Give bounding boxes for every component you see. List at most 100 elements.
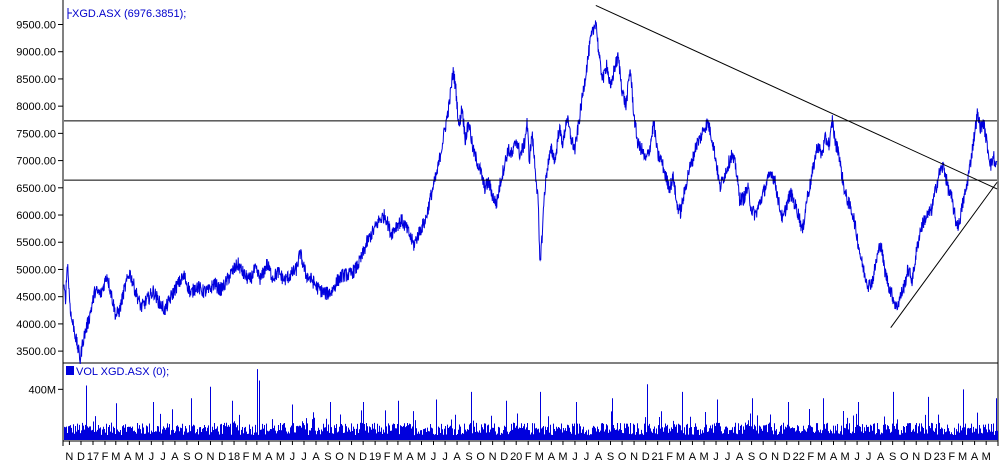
x-tick-label: A	[406, 451, 414, 463]
trend-line	[595, 4, 998, 190]
x-tick-label: M	[393, 451, 402, 463]
x-tick-label: 21	[652, 451, 664, 463]
x-tick-label: D	[642, 451, 650, 463]
price-tick-label: 7500.00	[16, 128, 56, 140]
x-tick-label: M	[982, 451, 991, 463]
x-tick-label: M	[958, 451, 967, 463]
x-tick-label: F	[384, 451, 391, 463]
x-tick-label: D	[924, 451, 932, 463]
x-tick-label: S	[465, 451, 472, 463]
price-tick-label: 8500.00	[16, 74, 56, 86]
x-tick-label: A	[971, 451, 979, 463]
x-tick-label: N	[489, 451, 497, 463]
x-tick-label: A	[830, 451, 838, 463]
x-tick-label: N	[207, 451, 215, 463]
price-tick-label: 5000.00	[16, 264, 56, 276]
price-tick-label: 4500.00	[16, 292, 56, 304]
x-tick-label: D	[77, 451, 85, 463]
x-tick-label: M	[558, 451, 567, 463]
x-tick-label: 22	[793, 451, 805, 463]
price-y-ticks: 3500.00 4000.00 4500.00 5000.00 5500.00 6000.…	[16, 19, 63, 358]
x-tick-label: F	[243, 451, 250, 463]
x-axis-labels: N D 17 F M A M J J A S O N D 18 F M A M J J A S O N D 19 F M A M J J A S O N…	[65, 441, 991, 463]
x-tick-label: M	[111, 451, 120, 463]
x-tick-label: J	[442, 451, 448, 463]
price-tick-label: 7000.00	[16, 156, 56, 168]
price-legend-text: XGD.ASX (6976.3851);	[72, 8, 186, 20]
x-tick-label: F	[807, 451, 814, 463]
volume-bars	[64, 369, 998, 440]
x-tick-label: M	[676, 451, 685, 463]
x-tick-label: J	[584, 451, 590, 463]
price-tick-label: 8000.00	[16, 101, 56, 113]
x-tick-label: M	[817, 451, 826, 463]
x-tick-label: 23	[934, 451, 946, 463]
x-tick-label: J	[431, 451, 437, 463]
x-tick-label: S	[324, 451, 331, 463]
x-tick-label: F	[948, 451, 955, 463]
x-tick-label: N	[348, 451, 356, 463]
price-legend: XGD.ASX (6976.3851);	[67, 8, 186, 20]
x-tick-label: J	[149, 451, 155, 463]
x-tick-label: 19	[369, 451, 381, 463]
price-tick-label: 5500.00	[16, 237, 56, 249]
x-tick-label: N	[630, 451, 638, 463]
x-tick-label: M	[535, 451, 544, 463]
x-tick-label: O	[618, 451, 627, 463]
x-tick-label: S	[183, 451, 190, 463]
x-tick-label: J	[572, 451, 578, 463]
x-tick-label: A	[265, 451, 273, 463]
x-tick-label: M	[252, 451, 261, 463]
x-tick-label: J	[160, 451, 166, 463]
x-tick-label: S	[889, 451, 896, 463]
x-tick-label: M	[841, 451, 850, 463]
x-tick-label: J	[854, 451, 860, 463]
x-tick-label: N	[912, 451, 920, 463]
x-tick-label: O	[194, 451, 203, 463]
price-tick-label: 9000.00	[16, 47, 56, 59]
x-tick-label: D	[218, 451, 226, 463]
x-tick-label: O	[900, 451, 909, 463]
price-series	[63, 20, 998, 364]
x-tick-label: A	[171, 451, 179, 463]
x-tick-label: O	[335, 451, 344, 463]
price-tick-label: 3500.00	[16, 346, 56, 358]
x-tick-label: A	[124, 451, 132, 463]
volume-y-ticks: 400M	[28, 384, 63, 396]
x-tick-label: S	[748, 451, 755, 463]
x-tick-label: O	[759, 451, 768, 463]
x-tick-label: M	[135, 451, 144, 463]
x-tick-label: D	[359, 451, 367, 463]
price-tick-label: 9500.00	[16, 19, 56, 31]
x-tick-label: S	[607, 451, 614, 463]
x-tick-label: J	[713, 451, 719, 463]
x-tick-label: M	[417, 451, 426, 463]
x-tick-label: A	[689, 451, 697, 463]
price-line	[63, 20, 998, 364]
x-tick-label: A	[736, 451, 744, 463]
volume-legend-text: VOL XGD.ASX (0);	[76, 366, 169, 378]
trend-line	[890, 182, 998, 329]
reference-lines	[64, 4, 998, 329]
x-tick-label: M	[276, 451, 285, 463]
x-tick-label: 20	[510, 451, 522, 463]
x-tick-label: F	[666, 451, 673, 463]
x-tick-label: D	[783, 451, 791, 463]
x-tick-label: A	[453, 451, 461, 463]
price-tick-label: 4000.00	[16, 319, 56, 331]
x-tick-label: N	[771, 451, 779, 463]
x-tick-label: 17	[87, 451, 99, 463]
x-tick-label: J	[290, 451, 296, 463]
x-tick-label: O	[476, 451, 485, 463]
x-tick-label: J	[866, 451, 872, 463]
x-tick-label: 18	[228, 451, 240, 463]
x-tick-label: A	[312, 451, 320, 463]
x-tick-label: A	[595, 451, 603, 463]
x-tick-label: F	[525, 451, 532, 463]
x-tick-label: J	[301, 451, 307, 463]
x-tick-label: D	[500, 451, 508, 463]
price-tick-label: 6500.00	[16, 183, 56, 195]
x-tick-label: M	[699, 451, 708, 463]
x-tick-label: A	[548, 451, 556, 463]
